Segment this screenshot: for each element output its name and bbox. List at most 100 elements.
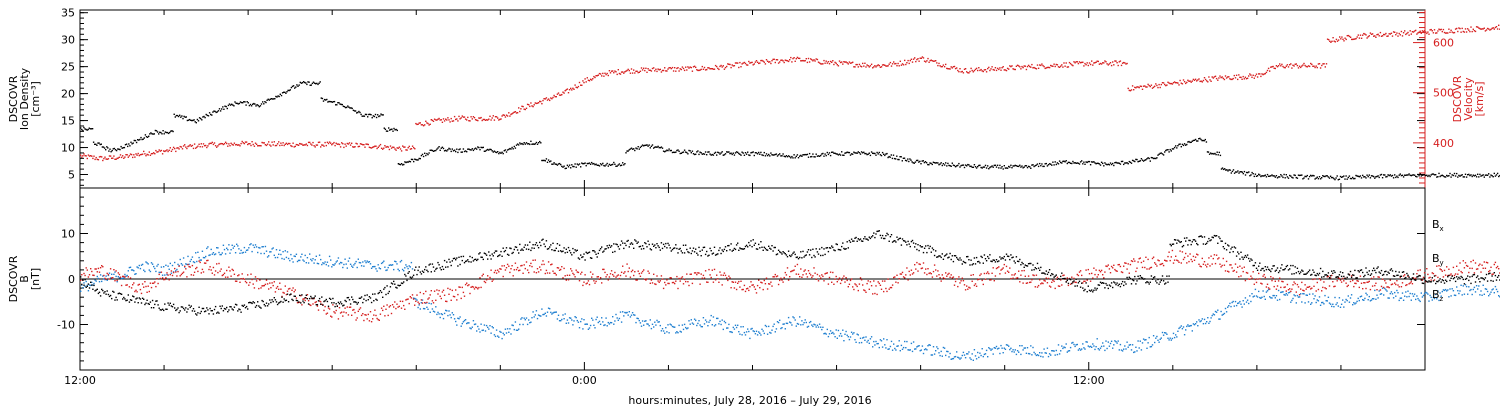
ion-density-series-point xyxy=(228,103,231,105)
ion-density-series-point xyxy=(91,128,94,130)
ion-density-series-point xyxy=(1248,171,1250,173)
velocity-series-point xyxy=(433,118,436,120)
velocity-series-point xyxy=(659,68,661,71)
by-series-point xyxy=(226,247,228,249)
by-series-point xyxy=(603,324,605,327)
velocity-series-point xyxy=(698,69,700,72)
ion-density-series-point xyxy=(354,110,357,112)
velocity-series-point xyxy=(1062,66,1064,68)
by-series-point xyxy=(1018,351,1020,353)
ion-density-series-point xyxy=(242,102,244,104)
velocity-series-point xyxy=(800,60,802,62)
velocity-series-point xyxy=(1014,68,1016,71)
ion-density-series-point xyxy=(682,151,685,153)
ion-density-series-point xyxy=(155,130,158,132)
velocity-series-point xyxy=(536,102,539,104)
velocity-series-point xyxy=(856,63,858,66)
bz-series-point xyxy=(181,272,184,274)
ion-density-series-point xyxy=(814,156,816,158)
bz-series-point xyxy=(203,262,206,264)
velocity-series-point xyxy=(739,61,741,64)
by-series-point xyxy=(839,332,842,335)
ion-density-series-point xyxy=(1149,160,1151,162)
bz-series-point xyxy=(420,299,423,301)
ion-density-series-point xyxy=(1162,154,1165,156)
velocity-series-point xyxy=(710,68,712,70)
velocity-series-point xyxy=(574,84,576,86)
ion-density-series-point xyxy=(960,164,962,167)
ion-density-series-point xyxy=(380,113,382,115)
by-series-point xyxy=(536,317,539,320)
ion-density-series-point xyxy=(132,142,134,144)
ion-density-series-point xyxy=(1010,164,1012,166)
ion-density-series-point xyxy=(849,154,852,156)
velocity-series-point xyxy=(701,65,703,68)
velocity-series-point xyxy=(1446,32,1448,34)
by-series-point xyxy=(1470,288,1472,291)
by-series-point xyxy=(498,336,500,338)
bz-series-point xyxy=(184,265,186,267)
velocity-series-point xyxy=(567,92,570,94)
by-series-point xyxy=(655,324,657,326)
bz-series-point xyxy=(508,265,510,267)
ion-density-series-point xyxy=(1489,176,1491,178)
by-series-point xyxy=(245,249,248,251)
velocity-series-point xyxy=(1075,61,1077,63)
ion-density-series-point xyxy=(1063,160,1065,162)
bz-series-point xyxy=(195,267,197,270)
velocity-series-point xyxy=(1209,79,1211,81)
velocity-series-point xyxy=(148,151,150,153)
ion-density-series-point xyxy=(1402,176,1405,178)
ion-density-series-point xyxy=(1292,177,1294,179)
bz-series-point xyxy=(393,306,395,308)
bz-series-point xyxy=(314,301,316,304)
velocity-series-point xyxy=(1168,82,1170,84)
ion-density-series-point xyxy=(179,114,181,116)
velocity-series-point xyxy=(179,145,181,148)
ion-density-series-point xyxy=(203,115,205,118)
ion-density-series-point xyxy=(1231,170,1234,173)
velocity-series-point xyxy=(508,112,510,114)
ion-density-series-point xyxy=(1126,162,1128,164)
ion-density-series-point xyxy=(440,147,442,149)
by-series-point xyxy=(891,349,894,351)
ion-density-series-point xyxy=(818,155,821,157)
velocity-series-point xyxy=(842,63,844,65)
by-series-point xyxy=(636,317,638,319)
ion-density-series-point xyxy=(1046,165,1049,167)
velocity-series-point xyxy=(1271,66,1273,68)
velocity-series-point xyxy=(1297,67,1300,69)
ion-density-series-point xyxy=(1384,174,1386,176)
velocity-series-point xyxy=(455,118,457,121)
velocity-series-point xyxy=(479,117,481,119)
by-series-point xyxy=(96,275,98,278)
ion-density-series-point xyxy=(1258,173,1260,175)
bz-series-point xyxy=(378,319,380,321)
by-series-point xyxy=(592,319,594,321)
ion-density-series-point xyxy=(532,143,534,145)
ion-density-series-point xyxy=(153,133,155,135)
by-series-point xyxy=(1426,292,1428,294)
by-series-point xyxy=(1047,355,1050,358)
velocity-series-point xyxy=(93,155,95,157)
by-series-point xyxy=(348,257,351,259)
bz-series-point xyxy=(135,289,137,291)
velocity-series-point xyxy=(437,118,439,120)
velocity-series-point xyxy=(163,150,165,152)
velocity-series-point xyxy=(844,61,846,63)
velocity-series-point xyxy=(940,66,942,68)
velocity-series-point xyxy=(1167,81,1169,83)
ion-density-series-point xyxy=(646,144,648,146)
ion-density-series-point xyxy=(1206,151,1209,153)
bz-series-point xyxy=(563,267,565,270)
by-series-point xyxy=(893,343,895,345)
by-series-point xyxy=(1069,346,1072,349)
by-series-point xyxy=(1065,343,1067,345)
ion-density-series-point xyxy=(1158,153,1160,155)
by-series-point xyxy=(515,329,518,331)
ion-density-series-point xyxy=(1144,159,1146,161)
ion-density-series-point xyxy=(599,163,602,165)
velocity-series-point xyxy=(817,61,820,63)
ion-density-series-point xyxy=(775,153,778,155)
ion-density-series-point xyxy=(1001,166,1003,168)
